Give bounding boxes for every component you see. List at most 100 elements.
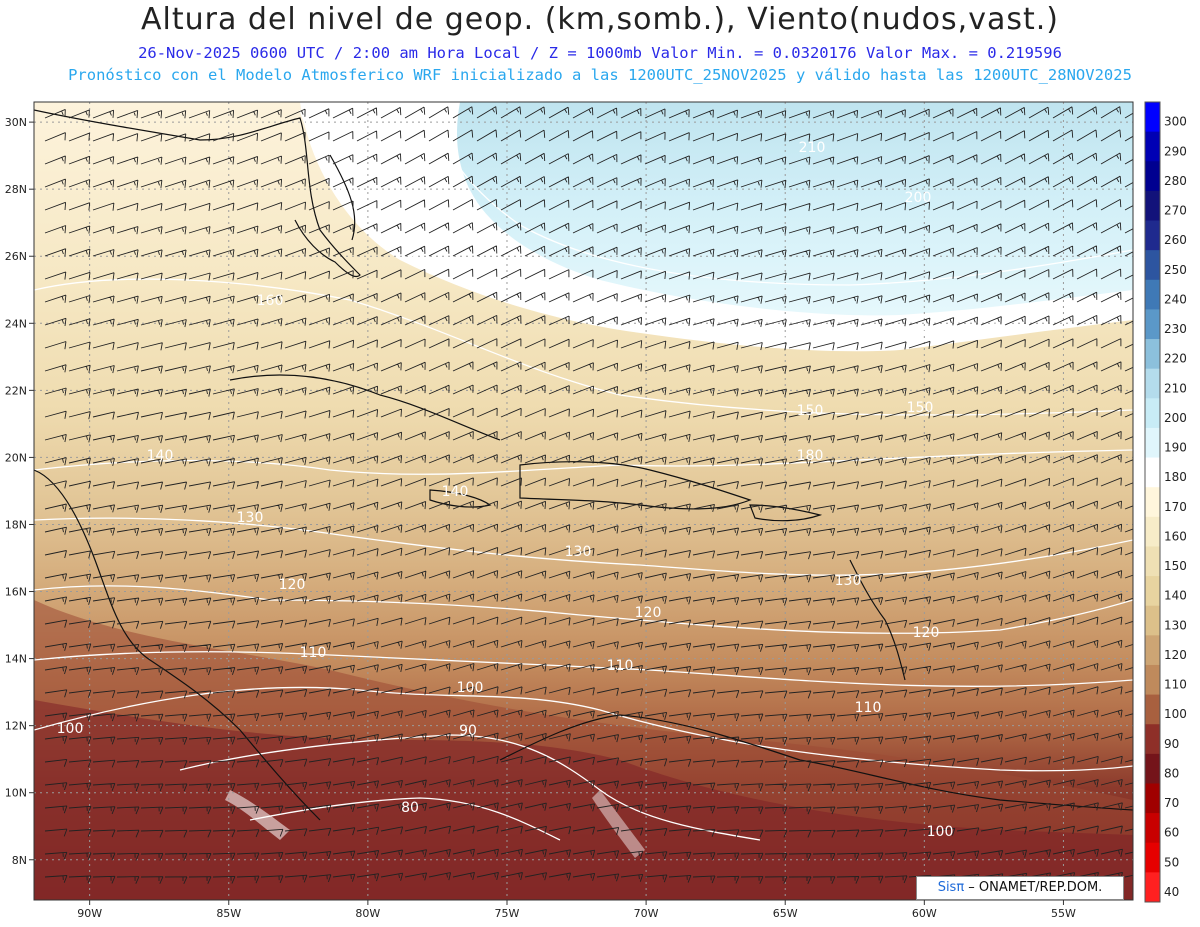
hispaniola-coast [519,461,752,510]
lat-label: 8N [12,854,27,867]
colorbar-swatch [1145,872,1160,903]
latitude-labels: 30N 28N 26N 24N 22N 20N 18N 16N 14N 12N 10N 8N [5,116,34,867]
colorbar-swatch [1145,605,1160,636]
colorbar-swatch [1145,487,1160,518]
contour-label: 210 [799,140,826,156]
colorbar-label: 250 [1164,263,1187,277]
contour-label: 120 [279,577,306,593]
colorbar-swatch [1145,813,1160,844]
colorbar: 300 290 280 270 260 250 240 230 220 210 200 190 180 1… [1144,101,1187,903]
cuba-coast [229,374,501,441]
colorbar-label: 90 [1164,737,1179,751]
colorbar-label: 220 [1164,352,1187,366]
contour-label: 130 [565,544,592,560]
lat-label: 24N [5,317,27,330]
contour-110 [34,651,1133,687]
colorbar-label: 290 [1164,144,1187,158]
colorbar-swatch [1145,457,1160,488]
lat-label: 16N [5,586,27,599]
lon-label: 75W [495,907,520,920]
lat-label: 30N [5,116,27,129]
contour-120 [34,585,1133,634]
credit-box: Sisπ – ONAMET/REP.DOM. [916,876,1124,900]
colorbar-swatch [1145,161,1160,192]
colorbar-swatch [1145,368,1160,399]
contour-label: 100 [457,680,484,696]
contour-label: 120 [635,605,662,621]
colorbar-label: 130 [1164,618,1187,632]
contour-label: 180 [797,448,824,464]
colorbar-label: 70 [1164,796,1179,810]
lon-label: 85W [216,907,241,920]
colorbar-swatch [1145,546,1160,577]
colorbar-label: 270 [1164,204,1187,218]
colorbar-label: 180 [1164,470,1187,484]
lat-label: 20N [5,451,27,464]
contour-label: 150 [907,400,934,416]
contour-90 [179,734,761,841]
chart-title: Altura del nivel de geop. (km,somb.), Vi… [141,2,1059,37]
contour-label: 80 [401,800,419,816]
contour-label: 160 [257,293,284,309]
puerto-rico-coast [749,504,823,522]
colorbar-swatch [1145,279,1160,310]
colorbar-label: 80 [1164,766,1179,780]
contour-140 [34,449,1133,475]
colorbar-label: 200 [1164,411,1187,425]
contour-label: 200 [905,190,932,206]
sispi-logo-text: Sisπ [937,880,965,895]
map-frame [33,101,1134,901]
chart-subtitle: 26-Nov-2025 0600 UTC / 2:00 am Hora Loca… [138,44,1062,62]
credit-text: – ONAMET/REP.DOM. [964,880,1103,895]
colorbar-swatch [1145,842,1160,873]
colorbar-swatch [1145,190,1160,222]
contour-label: 90 [459,723,477,739]
colorbar-swatch [1145,220,1160,251]
south-america-coast [499,714,1133,811]
contour-label: 110 [607,658,634,674]
colorbar-label: 50 [1164,855,1179,869]
colorbar-swatch [1145,753,1160,784]
contour-label: 130 [835,573,862,589]
colorbar-label: 60 [1164,826,1179,840]
contour-label: 110 [300,645,327,661]
lat-label: 18N [5,518,27,531]
colorbar-label: 170 [1164,500,1187,514]
wind-barbs [44,106,1133,884]
colorbar-label: 120 [1164,648,1187,662]
lat-label: 14N [5,653,27,666]
colorbar-swatch [1145,309,1160,340]
colorbar-swatch [1145,427,1160,459]
colorbar-label: 230 [1164,322,1187,336]
lon-label: 60W [912,907,937,920]
colorbar-label: 100 [1164,707,1187,721]
lat-label: 10N [5,787,27,800]
contour-label: 150 [797,403,824,419]
lon-label: 90W [77,907,102,920]
contour-130 [34,517,1133,576]
colorbar-label: 110 [1164,678,1187,692]
graticule [34,102,1133,900]
colorbar-label: 150 [1164,559,1187,573]
colorbar-label: 260 [1164,233,1187,247]
jamaica-coast [429,489,492,508]
contour-label: 140 [442,484,469,500]
lon-label: 65W [773,907,798,920]
colorbar-label: 280 [1164,174,1187,188]
longitude-labels: 90W 85W 80W 75W 70W 65W 60W 55W [77,900,1076,920]
contour-label: 140 [147,448,174,464]
colorbar-swatch [1145,635,1160,666]
contour-80 [249,797,561,841]
lon-label: 70W [634,907,659,920]
colorbar-swatch [1145,664,1160,696]
lat-label: 26N [5,250,27,263]
colorbar-swatch [1145,694,1160,725]
contour-label: 120 [913,625,940,641]
field-blue [457,102,1133,316]
colorbar-swatch [1145,724,1160,755]
colorbar-label: 160 [1164,529,1187,543]
lat-label: 28N [5,183,27,196]
lon-label: 55W [1051,907,1076,920]
contour-labels: 210 200 180 160 150 150 140 140 130 130 130 120 120 1… [57,140,954,840]
